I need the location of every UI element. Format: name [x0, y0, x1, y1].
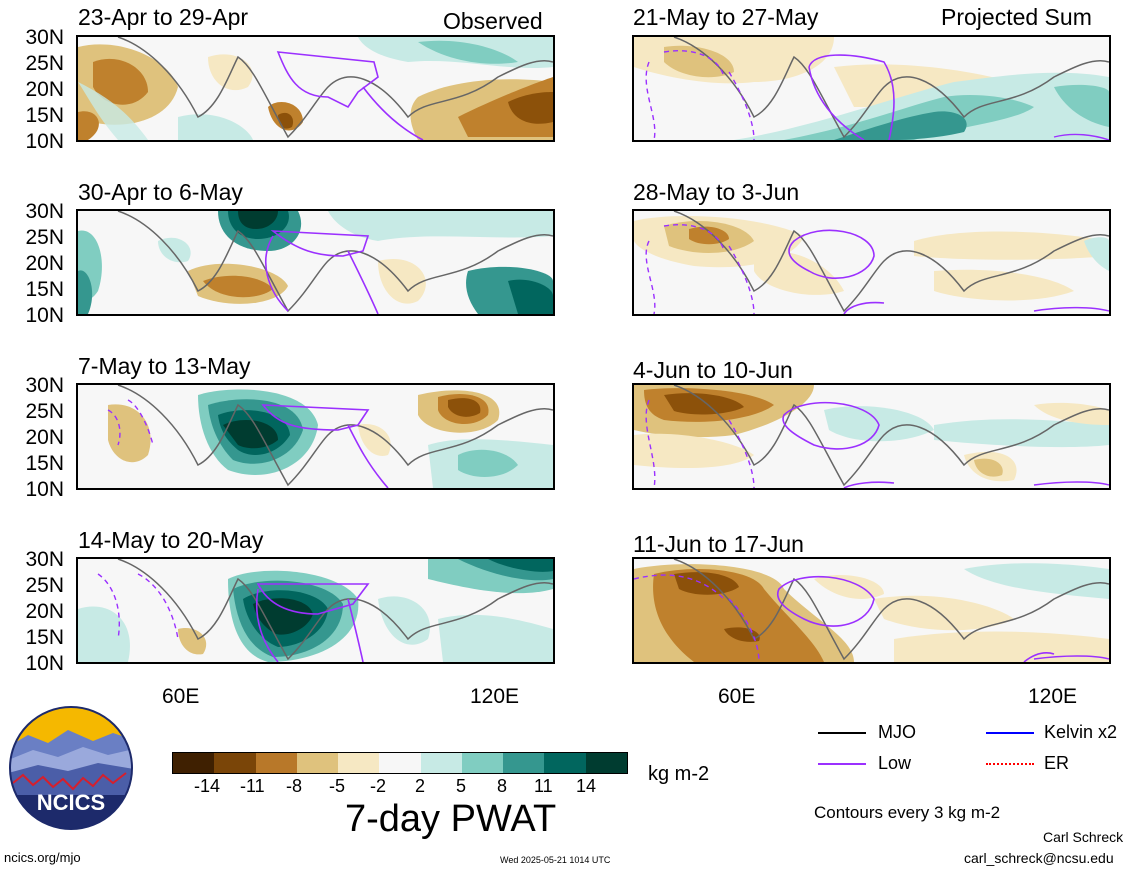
lon-label-right-60e: 60E — [718, 685, 756, 708]
colorbar-tick: 8 — [497, 776, 508, 796]
kelvin-line-swatch — [986, 732, 1034, 734]
colorbar-swatch — [338, 753, 380, 773]
map-panel-left-1 — [76, 35, 555, 142]
er-line-swatch — [986, 763, 1034, 765]
colorbar-tick: -8 — [286, 776, 303, 796]
colorbar-swatch — [379, 753, 421, 773]
legend-low: Low — [878, 753, 912, 773]
colorbar — [172, 752, 628, 774]
lat-label: 15N — [25, 626, 64, 649]
colorbar-tick: -5 — [329, 776, 346, 796]
lat-label: 25N — [25, 400, 64, 423]
colorbar-swatch — [544, 753, 586, 773]
lat-label: 20N — [25, 78, 64, 101]
legend-er: ER — [1044, 753, 1070, 773]
lat-label: 20N — [25, 426, 64, 449]
panel-title-right-4: 11-Jun to 17-Jun — [633, 531, 804, 557]
lat-label: 15N — [25, 104, 64, 127]
lat-label: 25N — [25, 226, 64, 249]
lat-label: 25N — [25, 574, 64, 597]
legend-mjo: MJO — [878, 722, 916, 742]
lat-label: 20N — [25, 252, 64, 275]
source-url[interactable]: ncics.org/mjo — [4, 850, 81, 865]
lat-label: 15N — [25, 452, 64, 475]
contour-note: Contours every 3 kg m-2 — [814, 803, 1001, 822]
map-panel-right-1 — [632, 35, 1111, 142]
colorbar-swatch — [585, 753, 627, 773]
map-panel-right-2 — [632, 209, 1111, 316]
panel-title-right-1: 21-May to 27-May — [633, 4, 819, 30]
observed-label: Observed — [443, 8, 543, 34]
legend-kelvin: Kelvin x2 — [1044, 722, 1118, 742]
panel-title-left-1: 23-Apr to 29-Apr — [78, 4, 249, 30]
lon-label-left-60e: 60E — [162, 685, 200, 708]
map-panel-left-3 — [76, 383, 555, 490]
lat-label: 30N — [25, 548, 64, 571]
lat-label: 10N — [25, 130, 64, 153]
colorbar-swatch — [503, 753, 545, 773]
lon-label-left-120e: 120E — [470, 685, 520, 708]
colorbar-units: kg m-2 — [648, 763, 710, 785]
panel-title-right-2: 28-May to 3-Jun — [633, 179, 800, 205]
mjo-line-swatch — [818, 732, 866, 734]
lat-label: 30N — [25, 374, 64, 397]
colorbar-tick: 14 — [576, 776, 597, 796]
lat-label: 20N — [25, 600, 64, 623]
panel-title-left-2: 30-Apr to 6-May — [78, 179, 243, 205]
figure-title: 7-day PWAT — [345, 798, 557, 840]
low-line-swatch — [818, 763, 866, 765]
lat-label: 30N — [25, 26, 64, 49]
map-panel-left-4 — [76, 557, 555, 664]
colorbar-tick: 2 — [415, 776, 426, 796]
colorbar-swatch — [461, 753, 504, 773]
panel-title-left-3: 7-May to 13-May — [78, 353, 251, 379]
projected-sum-label: Projected Sum — [941, 4, 1092, 30]
logo-text: NCICS — [37, 790, 105, 815]
lat-label: 10N — [25, 652, 64, 675]
colorbar-tick: -2 — [370, 776, 387, 796]
lat-label: 10N — [25, 304, 64, 327]
author-name: Carl Schreck — [1043, 829, 1124, 845]
author-email[interactable]: carl_schreck@ncsu.edu — [964, 850, 1114, 866]
lat-label: 30N — [25, 200, 64, 223]
ncics-logo: NCICS — [8, 705, 134, 831]
colorbar-tick: -11 — [240, 776, 265, 796]
colorbar-tick: 5 — [456, 776, 467, 796]
map-panel-right-4 — [632, 557, 1111, 664]
lat-label: 15N — [25, 278, 64, 301]
generation-timestamp: Wed 2025-05-21 1014 UTC — [500, 855, 611, 865]
colorbar-swatch — [420, 753, 462, 773]
colorbar-swatch — [214, 753, 256, 773]
colorbar-tick: 11 — [534, 776, 553, 796]
lat-label: 10N — [25, 478, 64, 501]
lon-label-right-120e: 120E — [1028, 685, 1078, 708]
colorbar-ticks: -14 -11 -8 -5 -2 2 5 8 11 14 — [172, 776, 626, 798]
colorbar-swatch — [255, 753, 297, 773]
colorbar-tick: -14 — [194, 776, 221, 796]
lat-label: 25N — [25, 52, 64, 75]
map-panel-left-2 — [76, 209, 555, 316]
map-panel-right-3 — [632, 383, 1111, 490]
legend: MJO Kelvin x2 Low ER — [818, 722, 1135, 802]
panel-title-right-3: 4-Jun to 10-Jun — [633, 357, 793, 383]
colorbar-swatch — [296, 753, 339, 773]
colorbar-swatch — [173, 753, 215, 773]
panel-title-left-4: 14-May to 20-May — [78, 527, 264, 553]
